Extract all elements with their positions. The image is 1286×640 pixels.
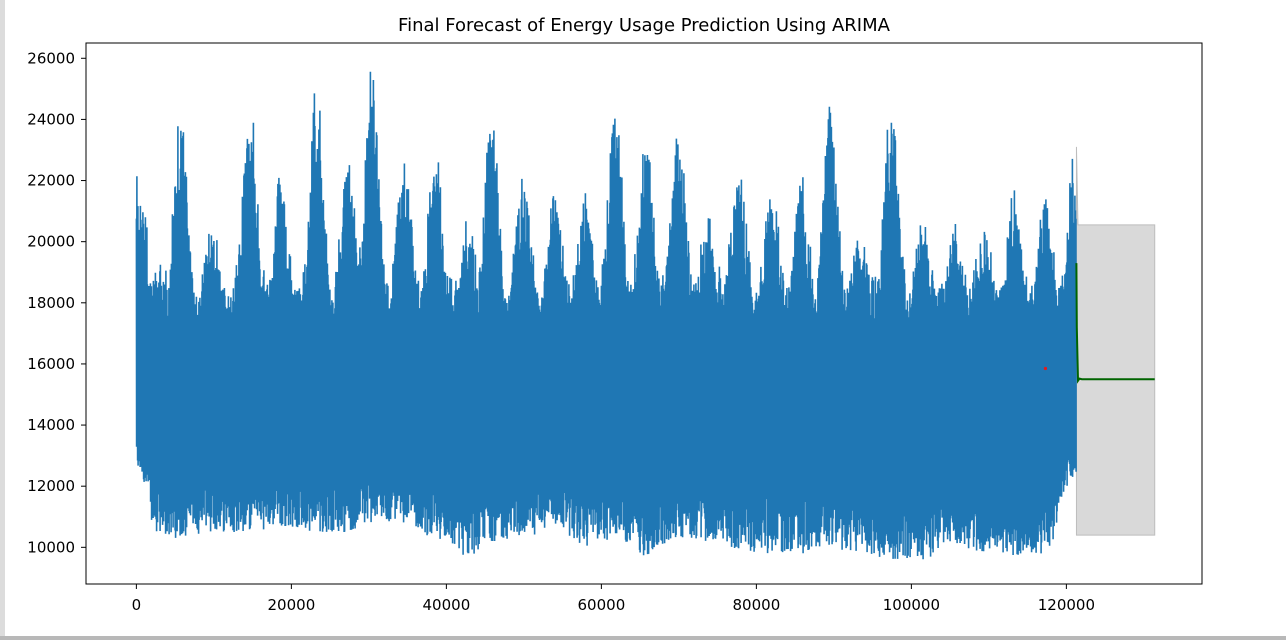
forecast-layer [1043,263,1155,384]
y-tick-label: 20000 [27,233,75,251]
plot-area-frame [85,42,1203,585]
y-tick-label: 16000 [27,355,75,373]
y-tick-label: 14000 [27,416,75,434]
x-tick-label: 0 [132,596,142,614]
x-tick-label: 40000 [423,596,471,614]
observed-series-line [135,71,1077,560]
y-tick-label: 22000 [27,172,75,190]
x-axis: 0 20000 40000 60000 80000 100000 120000 [132,584,1095,614]
confidence-interval-band [1075,146,1156,536]
forecast-line [1075,263,1155,384]
x-tick-label: 100000 [883,596,940,614]
y-tick-label: 26000 [27,49,75,67]
x-tick-label: 80000 [733,596,781,614]
x-tick-label: 60000 [578,596,626,614]
chart-title: Final Forecast of Energy Usage Predictio… [398,15,891,36]
observed-series-layer [135,71,1077,560]
x-tick-label: 120000 [1038,596,1095,614]
window-left-edge [0,0,5,640]
y-tick-label: 10000 [27,538,75,556]
y-tick-label: 12000 [27,477,75,495]
y-tick-label: 18000 [27,294,75,312]
window-bottom-edge [0,636,1286,640]
x-tick-label: 20000 [268,596,316,614]
y-tick-label: 24000 [27,110,75,128]
prediction-point [1043,366,1048,371]
confidence-interval-layer [1075,146,1156,536]
y-axis: 10000 12000 14000 16000 18000 20000 22000 24000… [27,49,86,556]
